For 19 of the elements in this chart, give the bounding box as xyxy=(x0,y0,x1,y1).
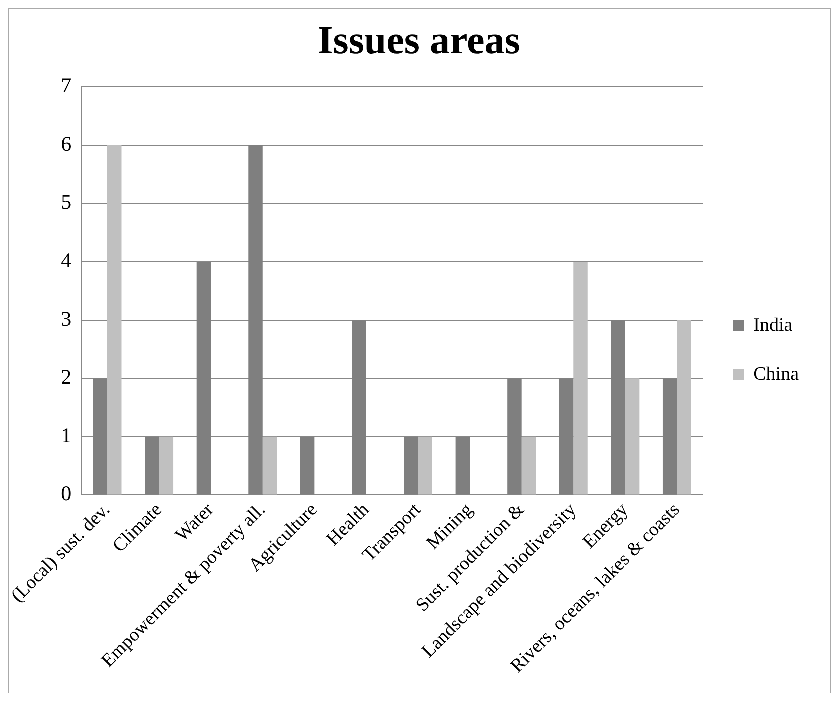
bar xyxy=(522,436,536,495)
legend-label: India xyxy=(754,314,794,336)
y-tick-label: 7 xyxy=(61,74,72,98)
bar xyxy=(625,378,640,495)
bar xyxy=(677,320,692,495)
bar xyxy=(108,145,122,495)
y-tick-label: 0 xyxy=(61,482,72,506)
bar xyxy=(159,436,174,495)
bar xyxy=(574,262,588,495)
y-tick-label: 2 xyxy=(61,365,72,390)
bar xyxy=(418,436,432,495)
y-tick-label: 5 xyxy=(61,190,72,214)
y-tick-label: 6 xyxy=(61,132,72,156)
bar xyxy=(262,436,278,495)
y-tick-label: 4 xyxy=(61,248,72,272)
legend-label: China xyxy=(754,364,800,385)
y-tick-label: 3 xyxy=(61,306,72,331)
chart-title: Issues areas xyxy=(318,17,520,62)
y-tick-label: 1 xyxy=(61,423,72,448)
